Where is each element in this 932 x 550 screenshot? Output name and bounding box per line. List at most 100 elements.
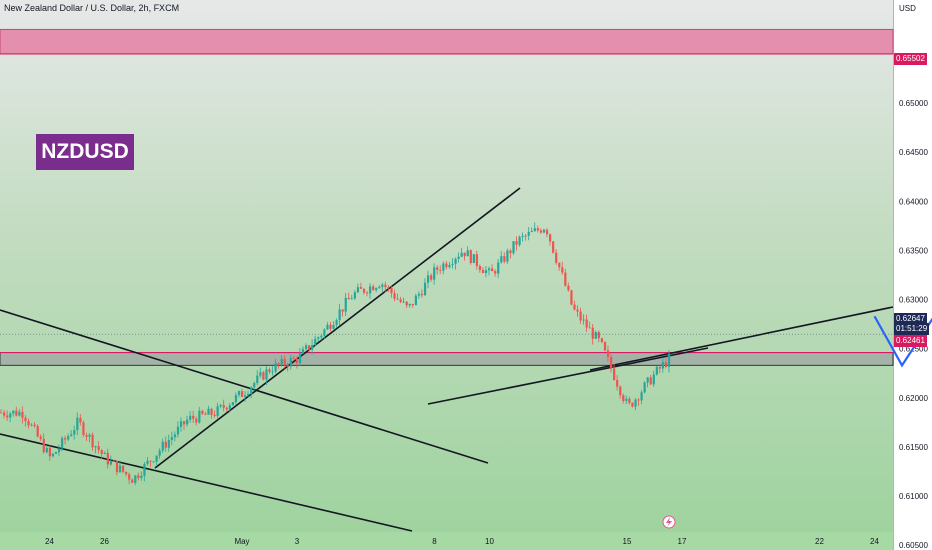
candle-body [164, 441, 167, 448]
candle-body [402, 301, 405, 303]
candle-body [155, 455, 158, 462]
candle-body [76, 417, 79, 431]
candle-body [494, 271, 497, 274]
candle-body [350, 298, 353, 300]
candle-body [27, 420, 30, 426]
candle-body [506, 250, 509, 262]
candle-body [15, 410, 18, 416]
y-tick-label: 0.61500 [899, 443, 928, 452]
candle-body [591, 327, 594, 339]
candle-body [207, 408, 210, 415]
candle-body [268, 369, 271, 372]
candle-body [54, 452, 58, 454]
candle-body [103, 452, 106, 454]
candle-body [231, 402, 234, 406]
candle-body [51, 453, 55, 457]
candle-body [39, 436, 42, 439]
candle-body [600, 338, 604, 342]
projection-path [873, 315, 932, 368]
candle-body [91, 434, 94, 448]
candle-body [48, 447, 51, 457]
candle-body [186, 419, 189, 425]
y-tick-label: 0.63000 [899, 296, 928, 305]
candle-body [588, 327, 591, 329]
candle-body [36, 426, 39, 437]
support-zone [0, 352, 894, 366]
candle-body [427, 275, 430, 283]
trendline [154, 187, 521, 469]
candle-body [512, 241, 515, 254]
candle-body [533, 228, 536, 232]
candle-body [503, 256, 506, 262]
x-tick-label: 17 [678, 537, 687, 546]
candle-body [375, 288, 378, 291]
candle-body [393, 293, 396, 299]
candle-body [42, 438, 45, 453]
candle-body [381, 284, 384, 288]
candle-body [436, 267, 439, 270]
candle-body [173, 434, 177, 438]
candle-body [24, 417, 27, 421]
candle-body [280, 358, 283, 365]
candle-body [463, 252, 466, 257]
candle-body [460, 252, 463, 257]
candle-body [286, 365, 289, 367]
candle-body [295, 358, 299, 364]
candle-body [527, 231, 530, 236]
candle-body [475, 254, 478, 266]
trendline [0, 309, 489, 464]
candle-body [359, 287, 363, 289]
candle-body [366, 292, 369, 294]
candle-body [320, 335, 323, 338]
candle-body [228, 405, 231, 410]
candle-body [244, 395, 247, 397]
candle-body [420, 293, 424, 296]
candle-body [106, 452, 109, 465]
candle-body [225, 407, 228, 410]
y-tick-label: 0.64000 [899, 197, 928, 206]
candle-body [189, 415, 192, 420]
candle-body [253, 382, 256, 388]
candle-body [247, 393, 250, 396]
candle-body [606, 350, 610, 357]
currency-label: USD [899, 4, 916, 13]
candle-body [45, 447, 48, 453]
candle-body [500, 256, 503, 263]
candle-body [146, 460, 149, 464]
candle-body [250, 387, 253, 394]
candle-body [97, 446, 100, 451]
candle-body [634, 399, 637, 407]
candle-body [274, 363, 277, 372]
candle-body [112, 460, 116, 462]
candle-body [57, 448, 61, 453]
candle-body [439, 269, 442, 271]
candle-body [433, 267, 436, 280]
candle-body [9, 413, 12, 418]
candle-body [524, 235, 527, 237]
candle-body [179, 421, 183, 427]
candle-body [658, 366, 661, 369]
candle-body [329, 324, 332, 329]
x-tick-label: 15 [623, 537, 632, 546]
candle-body [3, 412, 6, 416]
candle-body [109, 460, 112, 465]
y-tick-label: 0.61000 [899, 492, 928, 501]
candle-body [176, 426, 180, 435]
candle-body [305, 345, 308, 349]
resistance-zone [0, 28, 894, 55]
candle-body [125, 471, 128, 475]
candle-body [137, 475, 140, 479]
candle-body [73, 430, 76, 435]
candle-body [478, 265, 482, 270]
candle-body [558, 262, 561, 268]
x-tick-label: 10 [485, 537, 494, 546]
candle-body [405, 301, 408, 306]
candle-body [85, 434, 88, 437]
candle-body [64, 438, 67, 440]
candle-body [539, 230, 543, 233]
candle-body [573, 304, 576, 310]
candle-body [122, 465, 125, 472]
candle-body [332, 324, 335, 329]
candle-body [613, 368, 616, 380]
